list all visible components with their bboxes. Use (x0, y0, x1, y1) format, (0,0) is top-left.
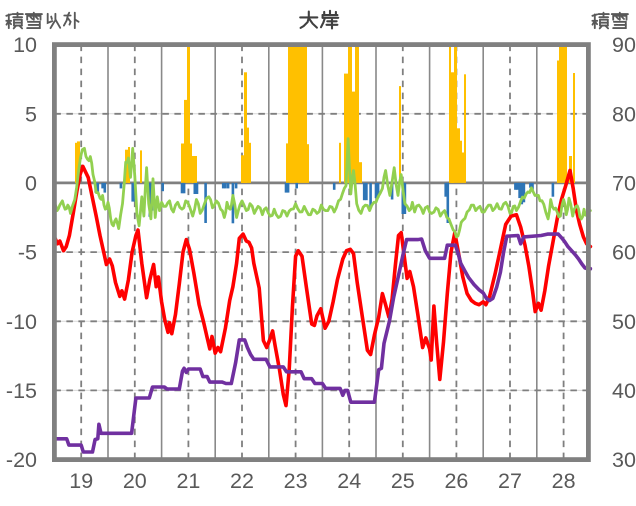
svg-text:50: 50 (612, 310, 636, 334)
svg-text:5: 5 (25, 102, 37, 126)
svg-text:22: 22 (230, 469, 254, 493)
svg-text:80: 80 (612, 102, 636, 126)
svg-text:28: 28 (552, 469, 576, 493)
svg-text:70: 70 (612, 171, 636, 195)
svg-text:-15: -15 (6, 379, 37, 403)
svg-text:10: 10 (13, 33, 37, 57)
svg-text:-20: -20 (6, 448, 37, 472)
svg-text:-5: -5 (18, 241, 37, 265)
svg-text:27: 27 (498, 469, 522, 493)
svg-text:24: 24 (337, 469, 361, 493)
svg-text:20: 20 (123, 469, 147, 493)
svg-text:19: 19 (69, 469, 93, 493)
svg-text:26: 26 (444, 469, 468, 493)
svg-text:90: 90 (612, 33, 636, 57)
svg-text:40: 40 (612, 379, 636, 403)
svg-text:23: 23 (284, 469, 308, 493)
svg-text:30: 30 (612, 448, 636, 472)
svg-text:21: 21 (176, 469, 200, 493)
svg-text:25: 25 (391, 469, 415, 493)
svg-text:60: 60 (612, 241, 636, 265)
svg-text:0: 0 (25, 171, 37, 195)
svg-text:-10: -10 (6, 310, 37, 334)
